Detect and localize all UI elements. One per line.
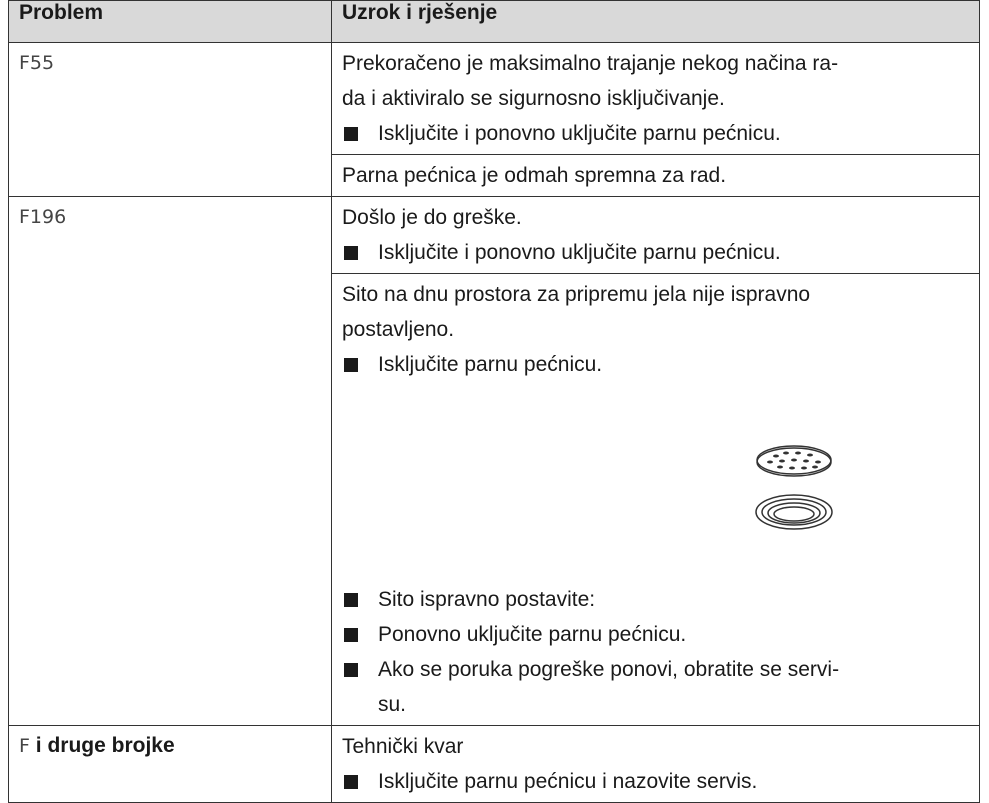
table-row: F196 Došlo je do greške. Isključite i pono… <box>8 196 980 726</box>
table-row: Sito na dnu prostora za pripremu jela ni… <box>9 273 980 726</box>
paragraph-line: Došlo je do greške. <box>342 206 522 229</box>
paragraph-line: Sito na dnu prostora za pripremu jela ni… <box>342 283 811 306</box>
paragraph-line: da i aktiviralo se sigurnosno isključiva… <box>342 87 725 110</box>
solution-cell: Parna pećnica je odmah spremna za rad. <box>331 154 980 197</box>
troubleshooting-table: Problem Uzrok i rješenje F55 Prekoračeno … <box>8 0 980 803</box>
error-label: i druge brojke <box>35 734 175 757</box>
solution-cell: Prekoračeno je maksimalno trajanje nekog… <box>331 42 980 155</box>
bullet-item: Isključite i ponovno uključite parnu peć… <box>342 235 969 270</box>
header-row: Problem Uzrok i rješenje <box>8 0 980 43</box>
paragraph-line: postavljeno. <box>342 318 455 341</box>
sieve-illustration <box>755 445 833 530</box>
bullet-item: Sito ispravno postavite: <box>342 582 969 617</box>
table-row: F55 Prekoračeno je maksimalno trajanje ne… <box>8 42 980 197</box>
header-cell: Problem <box>8 0 332 43</box>
table-body: F55 Prekoračeno je maksimalno trajanje ne… <box>8 42 980 803</box>
problem-cell: F196 <box>8 196 332 726</box>
table-row: F i druge brojke Tehnički kvar Isključite … <box>8 725 980 803</box>
paragraph-line: Parna pećnica je odmah spremna za rad. <box>342 164 727 187</box>
solution-cell: Došlo je do greške. Isključite i ponovno … <box>331 196 980 274</box>
bullet-item: Isključite i ponovno uključite parnu peć… <box>342 116 969 151</box>
table-row: Parna pećnica je odmah spremna za rad. <box>9 154 980 197</box>
problem-cell: F i druge brojke <box>8 725 332 803</box>
bullet-item: Ponovno uključite parnu pećnicu. <box>342 617 969 652</box>
error-code: F <box>19 735 30 757</box>
error-code: F196 <box>19 206 67 228</box>
header-cell: Uzrok i rješenje <box>331 0 980 43</box>
figure <box>342 382 969 582</box>
solution-cell: Tehnički kvar Isključite parnu pećnicu i … <box>331 725 980 803</box>
bullet-item: Isključite parnu pećnicu i nazovite serv… <box>342 764 969 799</box>
paragraph-line: Tehnički kvar <box>342 735 464 758</box>
page: Problem Uzrok i rješenje F55 Prekoračeno … <box>8 0 980 803</box>
paragraph-line: Prekoračeno je maksimalno trajanje nekog… <box>342 52 839 75</box>
solution-cell: Sito na dnu prostora za pripremu jela ni… <box>331 273 980 726</box>
bullet-item: Ako se poruka pogreške ponovi, obratite … <box>342 652 969 687</box>
problem-cell: F55 <box>8 42 332 197</box>
bullet-item: Isključite parnu pećnicu. <box>342 347 969 382</box>
error-code: F55 <box>19 52 55 74</box>
bullet-continuation: su. <box>378 693 407 716</box>
